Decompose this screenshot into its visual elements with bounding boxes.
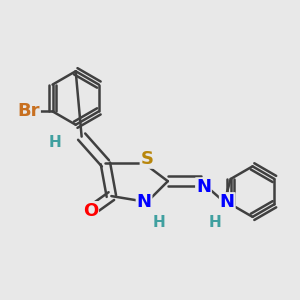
Text: N: N <box>196 178 211 196</box>
Text: Br: Br <box>17 102 40 120</box>
Text: H: H <box>49 135 61 150</box>
Text: H: H <box>152 215 165 230</box>
Text: S: S <box>140 150 154 168</box>
Text: O: O <box>83 202 98 220</box>
Text: N: N <box>136 193 152 211</box>
Text: H: H <box>209 215 222 230</box>
Text: N: N <box>220 193 235 211</box>
